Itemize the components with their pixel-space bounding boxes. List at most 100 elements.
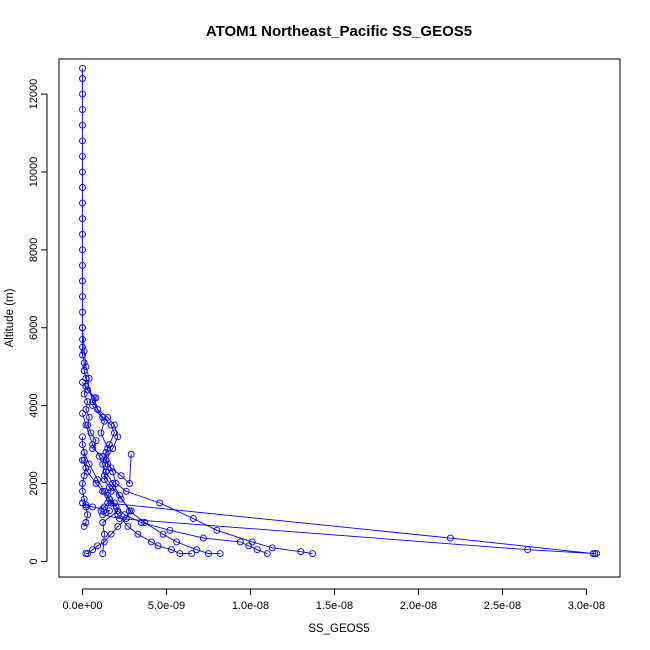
series-3-point [82,421,90,429]
y-tick-label: 2000 [28,471,40,495]
series-3-point [102,468,110,476]
series-1-point [79,64,86,72]
y-tick-label: 0 [28,558,40,564]
series-9-point [137,519,145,526]
series-3-point [89,441,97,449]
series-7-point [84,386,92,394]
series-2-point [82,363,90,371]
series-2-point [97,429,105,437]
series-4-point [94,542,102,550]
y-tick-label: 12000 [28,79,40,110]
series-9-point [105,495,113,503]
series-5-point [524,546,532,554]
x-tick-label: 0.0e+00 [62,600,102,612]
series-4-point [114,522,122,530]
series-9-line [82,460,268,555]
series-6-point [107,499,115,507]
series-1-point [79,335,86,343]
series-5-point [97,507,105,515]
series-4-point [89,546,97,554]
series-1-point [79,215,86,223]
series-8-point [80,522,88,530]
series-1-point [79,152,86,160]
series-1-point [104,460,112,468]
series-6-point [168,546,175,554]
series-1-point [79,90,86,98]
y-tick-label: 4000 [28,393,40,417]
series-9-point [121,511,128,519]
series-7-line [82,382,132,485]
series-2-point [79,324,86,332]
series-7-point [104,413,112,421]
series-1-point [80,390,88,398]
series-1-point [79,121,86,129]
series-4-point [102,448,110,456]
series-5-point [446,534,454,542]
x-tick-label: 1.0e-08 [232,600,269,612]
series-3-point [95,452,103,460]
series-7-point [127,450,135,458]
series-1-point [80,359,88,367]
series-8-point [82,519,90,526]
series-6-point [124,522,132,530]
series-2-point [80,347,88,355]
series-8-point [80,448,88,456]
series-3-point [173,538,181,546]
series-6-point [147,538,155,546]
series-9-point [253,546,261,554]
series-2-point [213,526,221,534]
series-7-point [79,378,86,386]
series-8-point [79,480,86,487]
series-7-point [110,421,118,429]
series-9-point [245,542,253,550]
series-8-point [82,464,90,472]
series-4-point [100,538,108,546]
series-1-point [79,261,86,269]
series-5-point [116,515,123,523]
series-8-point [79,433,86,441]
series-5-point [89,503,97,511]
y-tick-label: 10000 [28,157,40,188]
series-4-point [107,530,115,538]
series-6-point [94,476,102,484]
series-1-point [100,530,108,538]
x-tick-label: 2.0e-08 [400,600,437,612]
series-2-point [309,550,317,558]
series-8-point [80,495,88,503]
series-2-point [156,499,164,507]
series-4-point [117,495,125,503]
series-1-point [79,75,86,82]
series-8-point [79,441,86,449]
series-1-point [79,106,86,114]
y-tick-label: 6000 [28,315,40,339]
series-7-point [94,406,102,413]
series-1-point [79,246,86,254]
x-tick-label: 5.0e-09 [148,600,185,612]
series-6-point [114,511,122,519]
series-9-point [112,503,120,511]
series-9-point [79,456,86,464]
series-4-point [100,472,108,480]
series-8-point [80,472,88,480]
series-9-point [263,550,271,558]
series-4-point [99,413,107,421]
series-9-point [166,526,174,534]
series-2-point [189,515,197,523]
x-tick-label: 3.0e-08 [568,600,605,612]
series-1-point [79,168,86,176]
series-3-point [193,546,201,554]
series-3-point [159,530,167,538]
series-5-point [105,507,113,515]
series-8-point [79,487,86,495]
series-9-point [84,468,92,476]
x-tick-label: 1.5e-08 [316,600,353,612]
y-tick-label: 8000 [28,238,40,262]
series-8-point [82,503,90,511]
series-3-point [216,550,224,558]
series-2-point [297,548,305,556]
series-4-point [80,367,88,375]
series-1-point [82,406,90,413]
series-2-point [122,487,130,495]
series-9-point [199,534,207,542]
